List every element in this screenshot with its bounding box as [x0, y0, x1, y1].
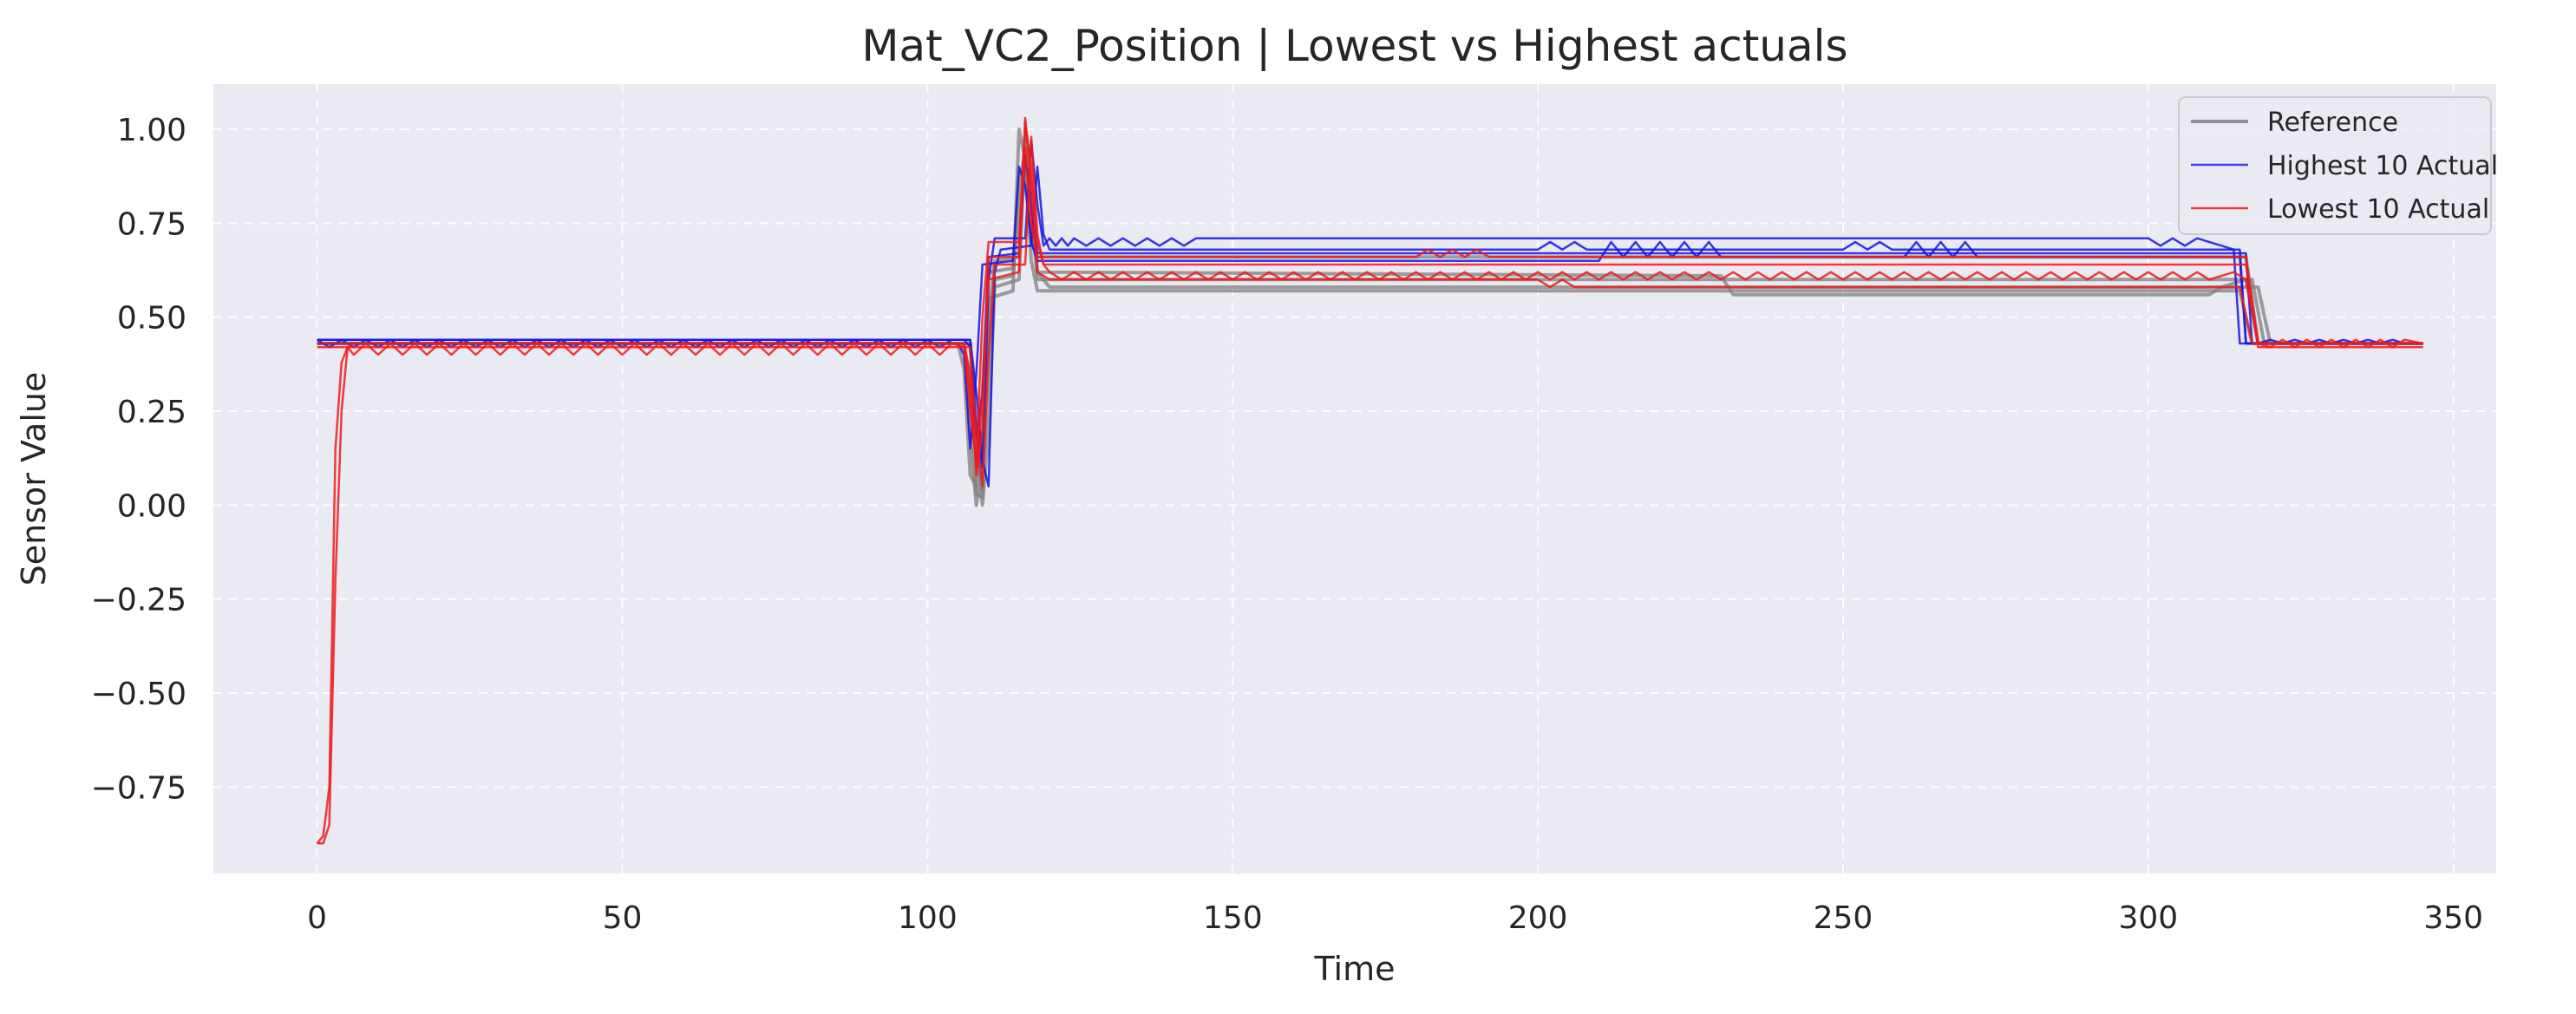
x-tick-label: 300: [2119, 900, 2179, 936]
plot-area: [213, 84, 2496, 873]
y-tick-label: 0.50: [117, 301, 186, 337]
x-tick-label: 150: [1203, 900, 1263, 936]
x-tick-label: 250: [1814, 900, 1873, 936]
y-tick-label: −0.25: [91, 583, 186, 618]
x-tick-label: 50: [603, 900, 643, 936]
legend-label: Reference: [2267, 108, 2398, 138]
y-tick-label: −0.50: [91, 677, 186, 712]
legend: Reference Highest 10 Actual Lowest 10 Actu…: [2178, 96, 2498, 235]
grid-lines: [213, 84, 2496, 873]
x-tick-label: 350: [2423, 900, 2483, 936]
legend-box: [2178, 96, 2492, 235]
series-line-10: [317, 116, 2423, 845]
series-line-13: [317, 147, 2423, 476]
series-lines: [316, 116, 2423, 845]
x-tick-label: 100: [898, 900, 958, 936]
series-line-6: [317, 139, 2423, 469]
chart-title: Mat_VC2_Position | Lowest vs Highest act…: [861, 21, 1847, 71]
y-axis-label: Sensor Value: [15, 372, 53, 586]
series-line-11: [316, 121, 2423, 845]
y-tick-label: 0.00: [117, 488, 186, 524]
legend-label: Highest 10 Actual: [2267, 151, 2498, 181]
y-tick-label: 0.75: [117, 206, 186, 242]
x-tick-label: 0: [307, 900, 327, 936]
y-tick-label: 1.00: [117, 113, 186, 148]
y-tick-label: 0.25: [117, 395, 186, 430]
y-tick-label: −0.75: [91, 770, 186, 806]
x-tick-label: 200: [1508, 900, 1568, 936]
legend-label: Lowest 10 Actual: [2267, 194, 2489, 225]
x-axis-label: Time: [1314, 950, 1396, 988]
